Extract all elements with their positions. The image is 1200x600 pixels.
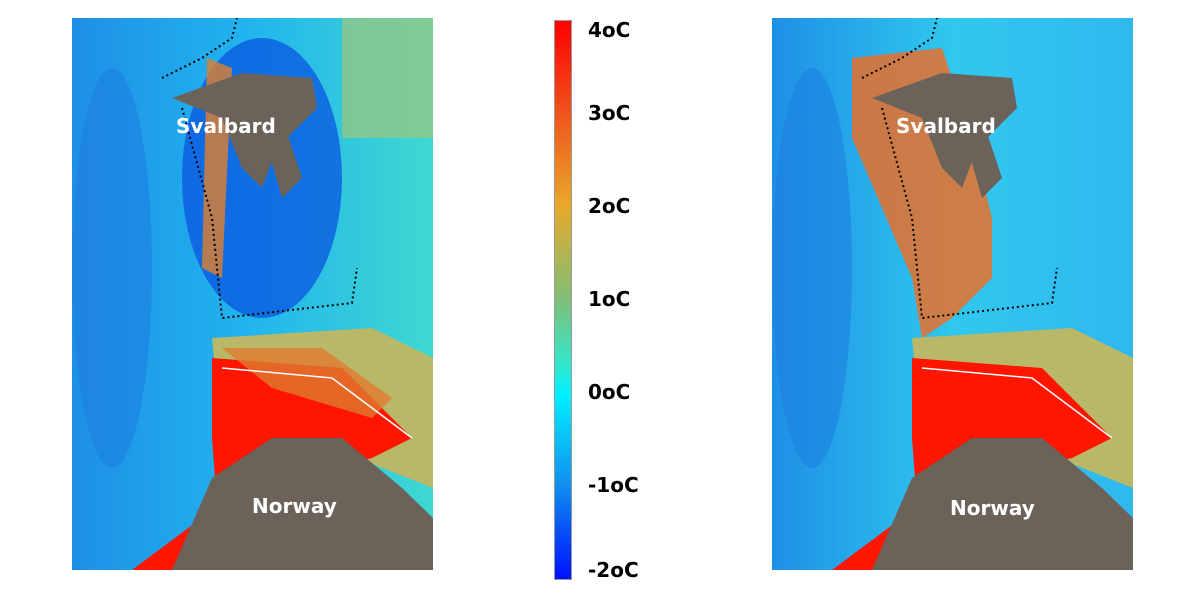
colorbar-tick: 1oC [588,287,631,311]
label-svalbard: Svalbard [896,114,996,138]
label-svalbard: Svalbard [176,114,276,138]
colorbar-tick: 3oC [588,101,631,125]
colorbar-tick: -1oC [588,473,639,497]
colorbar-tick: -2oC [588,558,639,582]
temperature-map-left [72,18,433,570]
colorbar-tick: 2oC [588,194,631,218]
map-panel-right: Svalbard Norway [772,18,1133,570]
label-norway: Norway [950,496,1035,520]
colorbar-tick: 0oC [588,380,631,404]
map-panel-left: Svalbard Norway [72,18,433,570]
label-norway: Norway [252,494,337,518]
colorbar [554,20,572,580]
colorbar-tick: 4oC [588,18,631,42]
temperature-map-right [772,18,1133,570]
